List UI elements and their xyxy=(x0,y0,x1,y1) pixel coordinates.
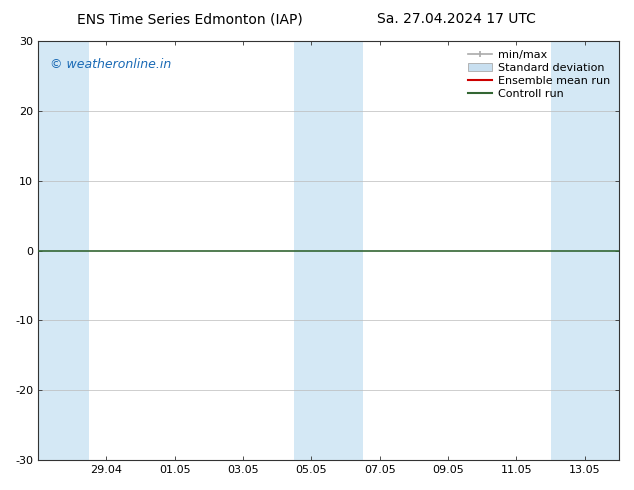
Bar xyxy=(38,41,89,460)
Bar xyxy=(551,41,619,460)
Bar xyxy=(294,41,363,460)
Legend: min/max, Standard deviation, Ensemble mean run, Controll run: min/max, Standard deviation, Ensemble me… xyxy=(465,47,614,102)
Text: © weatheronline.in: © weatheronline.in xyxy=(49,58,171,71)
Text: ENS Time Series Edmonton (IAP): ENS Time Series Edmonton (IAP) xyxy=(77,12,303,26)
Text: Sa. 27.04.2024 17 UTC: Sa. 27.04.2024 17 UTC xyxy=(377,12,536,26)
